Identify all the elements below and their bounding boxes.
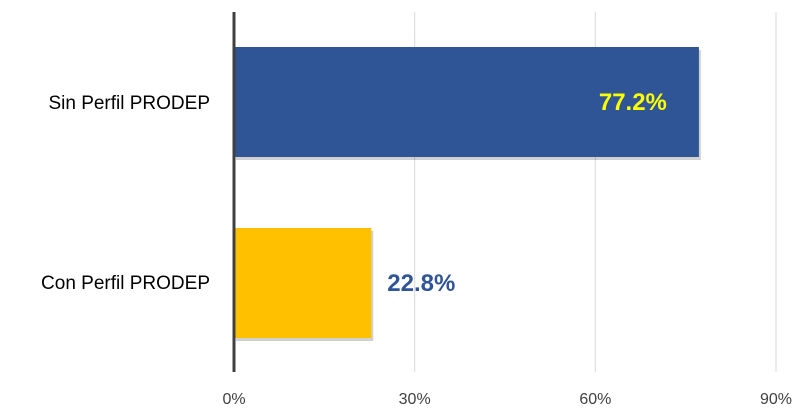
- x-tick-label: 60%: [579, 391, 611, 408]
- x-tick-label: 0%: [222, 391, 245, 408]
- data-labels: 77.2% 22.8%: [387, 89, 667, 297]
- bar: [234, 228, 372, 338]
- x-tick-label: 90%: [760, 391, 792, 408]
- bar: [234, 47, 699, 157]
- bars: [234, 47, 701, 341]
- data-label: 77.2%: [599, 89, 667, 116]
- x-tick-labels: 0% 30% 60% 90%: [222, 391, 792, 408]
- category-label: Sin Perfil PRODEP: [48, 93, 210, 114]
- data-label: 22.8%: [387, 270, 455, 297]
- category-label: Con Perfil PRODEP: [41, 273, 210, 294]
- category-labels: Sin Perfil PRODEP Con Perfil PRODEP: [41, 93, 210, 294]
- x-tick-label: 30%: [399, 391, 431, 408]
